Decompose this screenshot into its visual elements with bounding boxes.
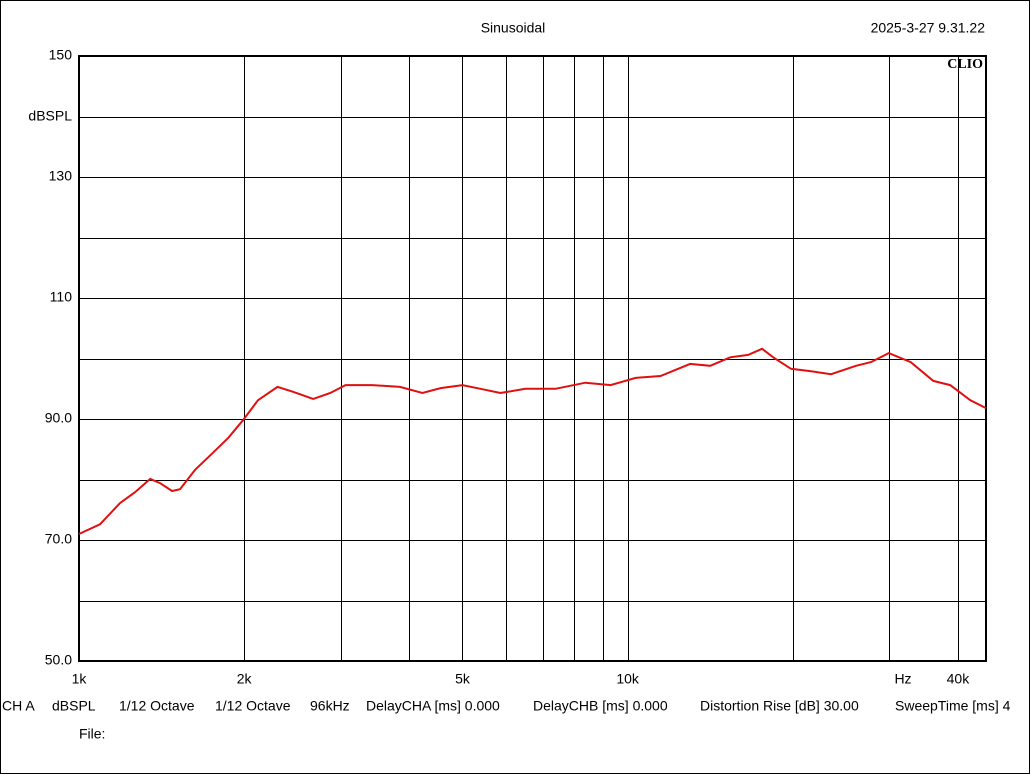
footer-item: 1/12 Octave [215,698,291,714]
plot-frame [78,55,987,662]
footer-item: 1/12 Octave [119,698,195,714]
timestamp: 2025-3-27 9.31.22 [871,20,986,36]
series-line [78,347,987,535]
file-label: File: [79,726,105,742]
footer-item: DelayCHB [ms] 0.000 [533,698,668,714]
y-tick-label: 150 [49,47,73,63]
footer-item: 96kHz [310,698,350,714]
x-tick-label: 40k [947,671,971,687]
x-tick-label: 5k [455,671,471,687]
footer-item: CH A [2,698,35,714]
x-unit-label: Hz [894,671,911,687]
y-tick-label: 70.0 [45,531,72,547]
y-tick-label: 90.0 [45,410,72,426]
chart-title: Sinusoidal [481,20,546,36]
x-tick-label: 2k [237,671,253,687]
footer-item: DelayCHA [ms] 0.000 [366,698,500,714]
y-tick-label: 110 [50,289,73,305]
y-unit-label: dBSPL [28,108,72,124]
y-tick-label: 130 [49,168,73,184]
y-tick-label: 50.0 [45,652,72,668]
footer-item: SweepTime [ms] 4 [895,698,1011,714]
x-tick-label: 1k [72,671,88,687]
footer-item: Distortion Rise [dB] 30.00 [700,698,859,714]
x-tick-label: 10k [616,671,640,687]
brand: CLIO [947,57,983,72]
footer-item: dBSPL [52,698,96,714]
